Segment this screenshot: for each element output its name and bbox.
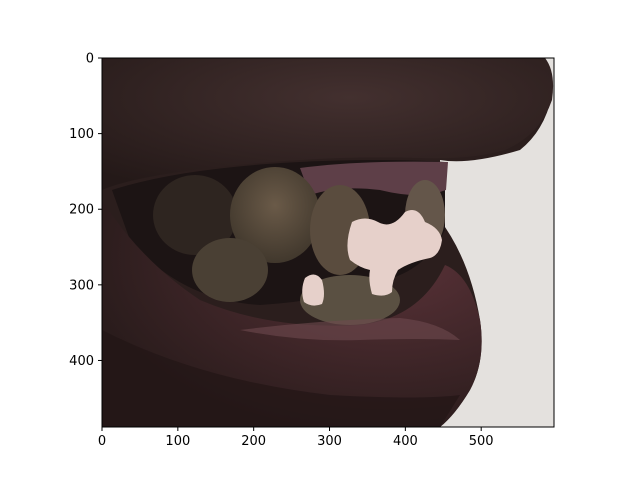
x-tick-label: 0 — [98, 434, 106, 449]
y-tick-label: 100 — [69, 127, 94, 142]
tooth — [230, 167, 320, 263]
y-axis: 0 100 200 300 400 — [69, 52, 102, 369]
x-tick-label: 300 — [317, 434, 342, 449]
tooth — [153, 175, 237, 255]
lip-highlight — [240, 318, 460, 341]
y-tick-label: 400 — [69, 354, 94, 369]
mask-region — [347, 209, 442, 296]
x-tick-label: 400 — [393, 434, 418, 449]
photo — [102, 58, 554, 427]
x-axis: 0 100 200 300 400 500 — [98, 427, 494, 449]
axes-frame — [101, 57, 555, 428]
y-tick-label: 0 — [86, 52, 94, 67]
y-tick-label: 200 — [69, 203, 94, 218]
x-tick-label: 500 — [469, 434, 494, 449]
upper-lip — [102, 58, 554, 190]
mask-region — [302, 274, 324, 306]
tooth — [192, 238, 268, 302]
y-tick-label: 300 — [69, 278, 94, 293]
chin-shadow — [102, 330, 460, 427]
x-tick-label: 200 — [241, 434, 266, 449]
x-tick-label: 100 — [165, 434, 190, 449]
